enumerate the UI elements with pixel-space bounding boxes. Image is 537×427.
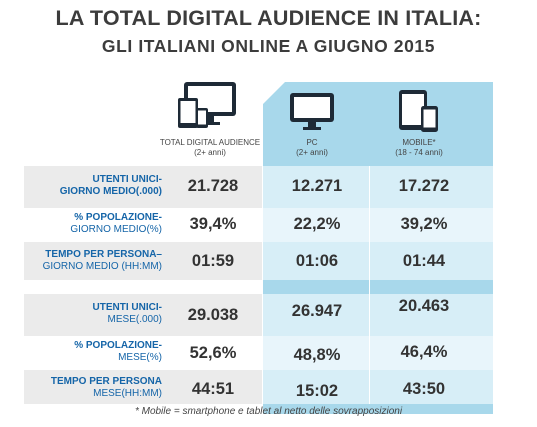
row-label-bold: % POPOLAZIONE-	[74, 212, 162, 223]
row-label-bold: UTENTI UNICI-	[92, 302, 162, 313]
cell-pc-row-4: 26.947	[291, 302, 343, 320]
row-label-5: % POPOLAZIONE- MESE(%)	[12, 340, 162, 364]
row-label-bold: UTENTI UNICI-	[92, 174, 162, 185]
cell-total-row-4: 29.038	[187, 306, 239, 324]
column-header-pc: PC (2+ anni)	[262, 138, 362, 158]
column-header-sublabel: (18 - 74 anni)	[395, 148, 443, 157]
cell-mobile-row-5: 46,4%	[400, 343, 448, 361]
cell-mobile-row-3: 01:44	[402, 252, 446, 270]
row-label-6: TEMPO PER PERSONA MESE(HH:MM)	[12, 376, 162, 400]
row-label-rest: MESE(HH:MM)	[93, 388, 162, 399]
cell-mobile-row-1: 17.272	[398, 177, 450, 195]
chart-title-line-1: LA TOTAL DIGITAL AUDIENCE IN ITALIA:	[55, 6, 482, 30]
cell-total-row-1: 21.728	[187, 177, 239, 195]
cell-pc-row-2: 22,2%	[293, 215, 341, 233]
row-label-rest: GIORNO MEDIO(.000)	[59, 186, 162, 197]
cell-mobile-row-6: 43:50	[402, 380, 446, 398]
cell-pc-row-3: 01:06	[295, 252, 339, 270]
column-header-sublabel: (2+ anni)	[194, 148, 226, 157]
cell-total-row-3: 01:59	[191, 252, 235, 270]
column-header-sublabel: (2+ anni)	[296, 148, 328, 157]
row-band-3-tint	[263, 242, 493, 280]
row-label-bold: % POPOLAZIONE-	[74, 340, 162, 351]
row-band-4-tint	[263, 294, 493, 336]
row-label-rest: MESE(.000)	[107, 314, 162, 325]
cell-pc-row-5: 48,8%	[293, 346, 341, 364]
row-label-rest: MESE(%)	[118, 352, 162, 363]
footnote: * Mobile = smartphone e tablet al netto …	[134, 406, 403, 417]
cell-pc-row-6: 15:02	[295, 382, 339, 400]
cell-total-row-6: 44:51	[191, 380, 235, 398]
column-header-mobile: MOBILE* (18 - 74 anni)	[369, 138, 469, 158]
row-label-rest: GIORNO MEDIO (HH:MM)	[42, 261, 162, 272]
row-band-2-tint	[263, 208, 493, 242]
cell-pc-row-1: 12.271	[291, 177, 343, 195]
row-label-bold: TEMPO PER PERSONA–	[45, 249, 162, 260]
column-separator-1	[262, 166, 263, 404]
panel-corner-notch	[263, 82, 285, 104]
cell-mobile-row-4: 20.463	[398, 297, 450, 315]
column-separator-2	[369, 166, 370, 404]
row-label-2: % POPOLAZIONE- GIORNO MEDIO(%)	[12, 212, 162, 236]
row-band-1-tint	[263, 166, 493, 208]
row-band-6-tint	[263, 370, 493, 404]
cell-total-row-2: 39,4%	[189, 215, 237, 233]
cell-total-row-5: 52,6%	[189, 344, 237, 362]
row-label-bold: TEMPO PER PERSONA	[50, 376, 162, 387]
row-label-3: TEMPO PER PERSONA– GIORNO MEDIO (HH:MM)	[12, 249, 162, 273]
cell-mobile-row-2: 39,2%	[400, 215, 448, 233]
chart-title-line-2: GLI ITALIANI ONLINE A GIUGNO 2015	[101, 36, 436, 56]
column-header-label: PC	[306, 138, 318, 147]
desktop-monitor-icon	[290, 93, 334, 130]
row-label-rest: GIORNO MEDIO(%)	[70, 224, 162, 235]
column-header-total-digital-audience: TOTAL DIGITAL AUDIENCE (2+ anni)	[152, 138, 268, 158]
multi-device-icon	[178, 82, 236, 128]
row-label-1: UTENTI UNICI- GIORNO MEDIO(.000)	[12, 174, 162, 198]
row-label-4: UTENTI UNICI- MESE(.000)	[12, 302, 162, 326]
column-header-label: TOTAL DIGITAL AUDIENCE	[159, 138, 261, 147]
smartphone-tablet-icon	[399, 90, 438, 132]
row-band-5-tint	[263, 336, 493, 370]
column-header-label: MOBILE*	[402, 138, 436, 147]
